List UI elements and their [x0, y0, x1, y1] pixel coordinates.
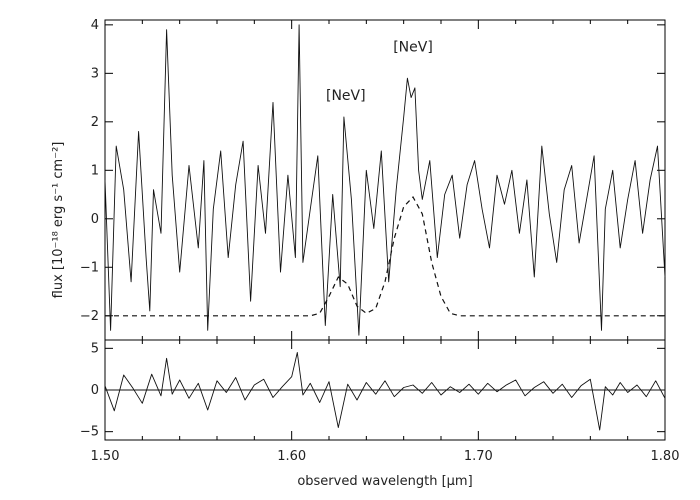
line-annotation-label: [NeV]	[393, 40, 433, 56]
xtick-label: 1.70	[464, 449, 493, 464]
spectrum-ticks: −2 −1 0 1 2 3 4	[80, 18, 666, 340]
spectrum-ytick-label: 4	[91, 18, 99, 33]
xtick-label: 1.60	[277, 449, 306, 464]
residual-ytick-label: 0	[91, 383, 99, 398]
residual-series-observed	[104, 352, 666, 431]
residual-ytick-label: 5	[91, 341, 99, 356]
residual-ticks: −5 0 5 1.50 1.60 1.70 1.80	[80, 340, 680, 464]
residual-panel: −5 0 5 1.50 1.60 1.70 1.80	[80, 339, 680, 464]
spectrum-plot-frame	[104, 19, 666, 341]
xtick-label: 1.50	[91, 449, 120, 464]
spectrum-ytick-label: 2	[91, 115, 99, 130]
line-annotation-label: [NeV]	[326, 88, 366, 104]
spectrum-series-group	[104, 24, 666, 336]
spectrum-annotations: [NeV] [NeV]	[326, 40, 433, 104]
spectrum-series-observed	[104, 24, 666, 336]
spectrum-ytick-label: −1	[80, 260, 99, 275]
residual-series-group	[104, 352, 666, 431]
xtick-label: 1.80	[651, 449, 680, 464]
spectrum-panel: −2 −1 0 1 2 3 4 [NeV] [NeV]	[80, 18, 666, 341]
spectrum-series-model-dashed	[105, 195, 665, 317]
y-axis-label: flux [10⁻¹⁸ erg s⁻¹ cm⁻²]	[51, 142, 66, 299]
x-axis-label: observed wavelength [μm]	[297, 474, 472, 489]
spectrum-ytick-label: 0	[91, 212, 99, 227]
spectrum-ytick-label: 3	[91, 66, 99, 81]
spectrum-ytick-label: −2	[80, 309, 99, 324]
spectrum-ytick-label: 1	[91, 163, 99, 178]
residual-ytick-label: −5	[80, 425, 99, 440]
